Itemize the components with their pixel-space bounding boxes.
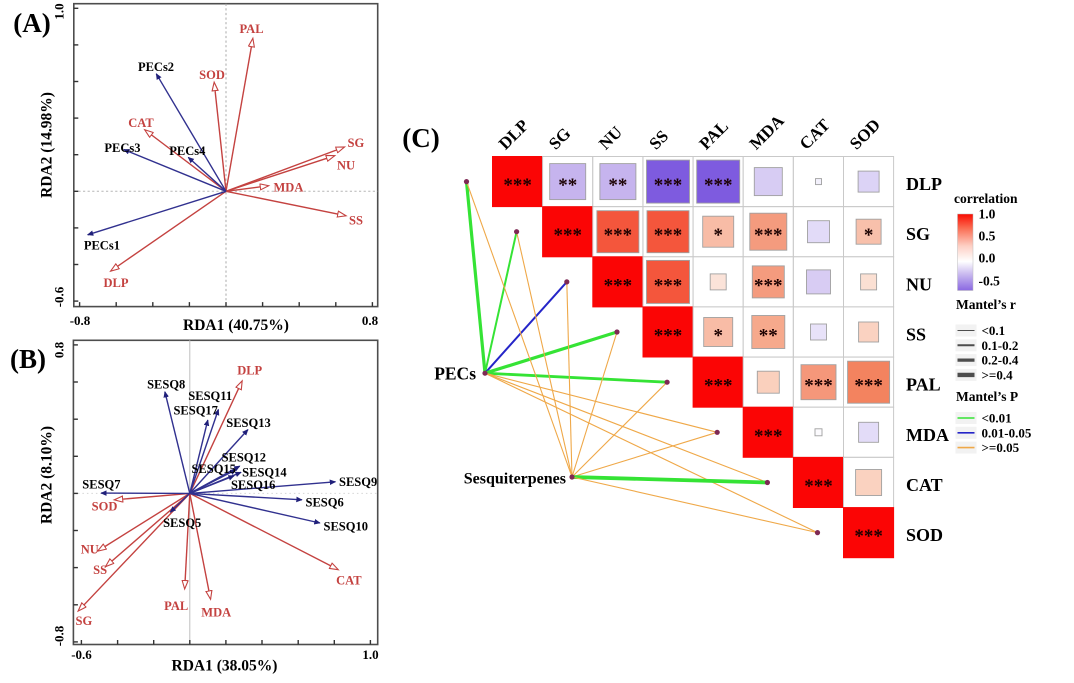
svg-text:PECs4: PECs4	[169, 144, 206, 158]
svg-text:Mantel’s r: Mantel’s r	[956, 297, 1016, 312]
svg-text:***: ***	[654, 275, 683, 296]
svg-text:SESQ7: SESQ7	[82, 477, 120, 491]
svg-text:PECs: PECs	[434, 364, 476, 384]
svg-text:1.0: 1.0	[52, 3, 67, 19]
svg-text:***: ***	[754, 225, 783, 246]
svg-text:PECs2: PECs2	[138, 60, 174, 74]
svg-text:SESQ15: SESQ15	[191, 462, 235, 476]
svg-text:DLP: DLP	[906, 174, 942, 194]
svg-text:**: **	[759, 326, 778, 347]
svg-text:MDA: MDA	[274, 181, 304, 195]
svg-text:***: ***	[604, 275, 633, 296]
svg-text:SOD: SOD	[906, 525, 943, 545]
svg-text:***: ***	[854, 376, 883, 397]
svg-text:***: ***	[503, 175, 532, 196]
svg-text:***: ***	[553, 225, 582, 246]
svg-text:-0.5: -0.5	[979, 273, 1001, 288]
svg-text:CAT: CAT	[336, 573, 362, 587]
svg-text:(A): (A)	[13, 8, 50, 38]
svg-text:SG: SG	[348, 136, 365, 150]
svg-text:RDA1 (38.05%): RDA1 (38.05%)	[172, 658, 278, 675]
svg-text:SS: SS	[93, 563, 107, 577]
svg-text:SESQ9: SESQ9	[339, 475, 377, 489]
svg-text:*: *	[864, 225, 874, 246]
svg-text:***: ***	[754, 275, 783, 296]
svg-text:0.8: 0.8	[362, 313, 379, 328]
svg-text:correlation: correlation	[954, 191, 1018, 206]
svg-text:SESQ6: SESQ6	[306, 495, 344, 509]
svg-text:***: ***	[654, 175, 683, 196]
svg-text:Mantel’s P: Mantel’s P	[956, 389, 1018, 404]
svg-text:***: ***	[804, 476, 833, 497]
svg-text:***: ***	[604, 225, 633, 246]
svg-text:-0.8: -0.8	[70, 313, 91, 328]
svg-text:**: **	[608, 175, 627, 196]
svg-text:PAL: PAL	[239, 22, 263, 36]
svg-text:RDA2 (14.98%): RDA2 (14.98%)	[39, 92, 56, 198]
svg-text:SS: SS	[906, 325, 926, 345]
svg-text:PECs1: PECs1	[84, 239, 120, 253]
svg-text:SG: SG	[906, 224, 930, 244]
svg-text:0.5: 0.5	[979, 228, 996, 243]
svg-text:DLP: DLP	[104, 276, 129, 290]
svg-text:MDA: MDA	[201, 605, 231, 619]
svg-text:<0.1: <0.1	[982, 323, 1006, 338]
svg-text:SESQ11: SESQ11	[188, 389, 232, 403]
svg-text:Sesquiterpenes: Sesquiterpenes	[464, 471, 566, 488]
svg-text:***: ***	[804, 376, 833, 397]
svg-text:0.0: 0.0	[979, 250, 996, 265]
svg-text:SESQ5: SESQ5	[163, 516, 201, 530]
svg-text:>=0.05: >=0.05	[982, 440, 1020, 455]
svg-text:***: ***	[754, 426, 783, 447]
svg-text:SG: SG	[76, 614, 93, 628]
svg-text:(C): (C)	[402, 123, 439, 153]
svg-text:-0.6: -0.6	[71, 647, 92, 662]
svg-text:1.0: 1.0	[362, 647, 378, 662]
svg-text:PAL: PAL	[164, 599, 188, 613]
svg-text:SESQ10: SESQ10	[324, 520, 368, 534]
svg-text:SESQ13: SESQ13	[226, 416, 270, 430]
svg-text:SESQ16: SESQ16	[231, 478, 275, 492]
svg-text:CAT: CAT	[906, 475, 943, 495]
svg-text:SS: SS	[349, 214, 363, 228]
svg-text:RDA2 (8.10%): RDA2 (8.10%)	[39, 426, 56, 524]
svg-text:<0.01: <0.01	[982, 411, 1012, 426]
svg-text:SESQ8: SESQ8	[147, 377, 185, 391]
svg-text:DLP: DLP	[237, 363, 262, 377]
svg-text:PAL: PAL	[906, 375, 941, 395]
svg-text:SOD: SOD	[92, 500, 118, 514]
svg-text:>=0.4: >=0.4	[982, 367, 1014, 382]
svg-text:*: *	[713, 225, 723, 246]
svg-text:***: ***	[704, 376, 733, 397]
svg-text:SESQ17: SESQ17	[173, 404, 217, 418]
svg-text:0.8: 0.8	[52, 341, 67, 358]
svg-text:NU: NU	[81, 542, 99, 556]
svg-text:MDA: MDA	[906, 425, 949, 445]
svg-text:*: *	[713, 326, 723, 347]
svg-text:***: ***	[654, 326, 683, 347]
svg-text:RDA1 (40.75%): RDA1 (40.75%)	[183, 317, 289, 334]
svg-text:***: ***	[854, 526, 883, 547]
svg-text:0.01-0.05: 0.01-0.05	[982, 425, 1032, 440]
svg-text:0.2-0.4: 0.2-0.4	[982, 353, 1019, 368]
svg-text:SOD: SOD	[199, 68, 225, 82]
svg-text:NU: NU	[337, 159, 355, 173]
svg-text:**: **	[558, 175, 577, 196]
svg-text:-0.6: -0.6	[52, 286, 67, 307]
svg-text:NU: NU	[906, 274, 932, 294]
svg-text:***: ***	[654, 225, 683, 246]
svg-text:***: ***	[704, 175, 733, 196]
svg-text:-0.8: -0.8	[52, 625, 67, 646]
svg-text:PECs3: PECs3	[104, 141, 140, 155]
svg-text:1.0: 1.0	[979, 207, 996, 222]
svg-text:0.1-0.2: 0.1-0.2	[982, 338, 1019, 353]
svg-text:CAT: CAT	[128, 116, 154, 130]
svg-text:(B): (B)	[10, 344, 46, 374]
